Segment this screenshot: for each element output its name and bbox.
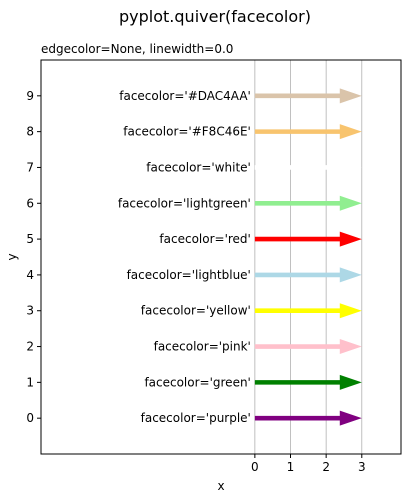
- arrow-label: facecolor='#F8C46E': [123, 125, 251, 139]
- y-tick-label: 4: [26, 268, 34, 282]
- arrow-label: facecolor='purple': [141, 411, 251, 425]
- arrow-label: facecolor='lightgreen': [118, 196, 251, 210]
- quiver-arrow: [254, 231, 362, 247]
- grid-layer: [254, 60, 363, 454]
- chart-title: pyplot.quiver(facecolor): [119, 7, 311, 26]
- quiver-arrow: [254, 159, 362, 175]
- quiver-arrow: [254, 195, 362, 211]
- quiver-arrow: [254, 303, 362, 319]
- x-tick-label: 0: [251, 460, 259, 474]
- y-tick-label: 6: [26, 196, 34, 210]
- arrow-label: facecolor='pink': [154, 340, 251, 354]
- arrow-label: facecolor='yellow': [141, 304, 251, 318]
- quiver-arrow: [254, 339, 362, 355]
- y-tick-label: 0: [26, 411, 34, 425]
- plot-area-frame: [40, 59, 402, 455]
- arrow-label: facecolor='red': [159, 232, 250, 246]
- quiver-arrow: [254, 124, 362, 140]
- arrow-label: facecolor='#DAC4AA': [119, 89, 251, 103]
- y-tick-label: 2: [26, 340, 34, 354]
- quiver-arrow: [254, 410, 362, 426]
- y-tick-label: 8: [26, 125, 34, 139]
- arrow-label: facecolor='lightblue': [127, 268, 251, 282]
- quiver-arrow: [254, 88, 362, 104]
- x-tick-label: 2: [322, 460, 330, 474]
- quiver-arrow: [254, 267, 362, 283]
- chart-subtitle: edgecolor=None, linewidth=0.0: [41, 42, 233, 56]
- y-tick-label: 5: [26, 232, 34, 246]
- quiver-arrow: [254, 374, 362, 390]
- x-tick-label: 3: [358, 460, 366, 474]
- arrow-layer: [254, 88, 362, 426]
- y-axis-ticks: 0 1 2 3 4 5 6 7 8 9: [26, 89, 41, 425]
- y-axis-label: y: [5, 253, 19, 260]
- arrow-label: facecolor='green': [144, 375, 250, 389]
- y-tick-label: 7: [26, 160, 34, 174]
- y-tick-label: 1: [26, 375, 34, 389]
- y-tick-label: 9: [26, 89, 34, 103]
- x-axis-ticks: 0 1 2 3: [251, 454, 366, 474]
- arrow-label: facecolor='white': [146, 160, 251, 174]
- x-axis-label: x: [217, 479, 224, 493]
- y-tick-label: 3: [26, 304, 34, 318]
- x-tick-label: 1: [287, 460, 295, 474]
- arrow-label-layer: facecolor='purple' facecolor='green' facec…: [118, 89, 251, 425]
